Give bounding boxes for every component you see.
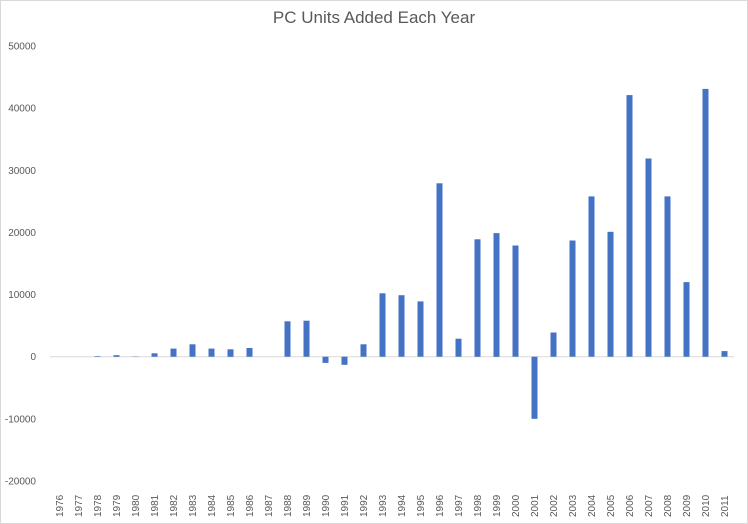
bar-1981 — [151, 353, 158, 357]
y-axis: 50000 40000 30000 20000 10000 0 -10000 -20000 — [5, 42, 37, 488]
y-tick-label: 40000 — [8, 104, 36, 115]
bar-2003 — [569, 240, 576, 357]
x-tick-label: 1987 — [264, 494, 275, 517]
x-tick-label: 1982 — [169, 494, 180, 517]
x-tick-label: 1980 — [131, 494, 142, 517]
bar-1992 — [360, 344, 367, 357]
x-tick-label: 2009 — [682, 494, 693, 517]
x-tick-label: 1983 — [188, 494, 199, 517]
bar-1982 — [170, 348, 177, 357]
x-tick-label: 1984 — [207, 494, 218, 517]
x-tick-label: 1990 — [321, 494, 332, 517]
x-tick-label: 2000 — [511, 494, 522, 517]
y-tick-label: 30000 — [8, 166, 36, 177]
x-tick-label: 2004 — [587, 494, 598, 517]
x-tick-label: 1997 — [454, 494, 465, 517]
y-tick-label: 20000 — [8, 228, 36, 239]
bar-1986 — [246, 348, 253, 357]
bar-1998 — [474, 239, 481, 357]
x-tick-label: 2002 — [549, 494, 560, 517]
bar-2001 — [531, 356, 538, 419]
x-tick-label: 2005 — [606, 494, 617, 517]
bar-1989 — [303, 320, 310, 357]
bar-1990 — [322, 356, 329, 363]
bar-2002 — [550, 332, 557, 357]
bar-1984 — [208, 348, 215, 357]
bar-2009 — [683, 282, 690, 357]
x-tick-label: 2007 — [644, 494, 655, 517]
x-tick-label: 2010 — [701, 494, 712, 517]
bar-1996 — [436, 183, 443, 357]
x-tick-label: 1991 — [340, 494, 351, 517]
x-tick-label: 2003 — [568, 494, 579, 517]
x-tick-label: 1976 — [55, 494, 66, 517]
bar-1994 — [398, 295, 405, 357]
bar-1979 — [113, 355, 120, 357]
bar-1978 — [94, 356, 101, 357]
x-tick-label: 1977 — [74, 494, 85, 517]
x-tick-label: 1998 — [473, 494, 484, 517]
x-tick-label: 1993 — [378, 494, 389, 517]
x-tick-label: 2006 — [625, 494, 636, 517]
bar-1983 — [189, 344, 196, 357]
x-tick-label: 1981 — [150, 494, 161, 517]
bar-1991 — [341, 356, 348, 365]
x-tick-label: 1999 — [492, 494, 503, 517]
x-tick-label: 2011 — [720, 495, 731, 517]
bar-1993 — [379, 293, 386, 357]
x-tick-label: 1986 — [245, 494, 256, 517]
bar-1997 — [455, 338, 462, 357]
bar-2006 — [626, 95, 633, 357]
bar-1988 — [284, 321, 291, 357]
x-tick-label: 1995 — [416, 494, 427, 517]
x-tick-label: 1979 — [112, 494, 123, 517]
x-tick-label: 1988 — [283, 494, 294, 517]
x-tick-label: 2008 — [663, 494, 674, 517]
x-tick-label: 1985 — [226, 494, 237, 517]
y-tick-label: -10000 — [5, 414, 37, 425]
x-tick-label: 1996 — [435, 494, 446, 517]
y-tick-label: -20000 — [5, 477, 37, 488]
x-tick-label: 1978 — [93, 494, 104, 517]
bar-1985 — [227, 349, 234, 357]
x-tick-label: 1992 — [359, 494, 370, 517]
bar-1999 — [493, 233, 500, 357]
bars — [94, 88, 728, 419]
x-tick-label: 1989 — [302, 494, 313, 517]
bar-2005 — [607, 231, 614, 357]
bar-2008 — [664, 196, 671, 357]
x-axis: 1976 1977 1978 1979 1980 1981 1982 1983 1984 1985… — [55, 494, 731, 517]
y-tick-label: 10000 — [8, 290, 36, 301]
y-tick-label: 0 — [30, 352, 36, 363]
x-tick-label: 2001 — [530, 494, 541, 517]
chart-title: PC Units Added Each Year — [272, 8, 476, 27]
bar-2004 — [588, 196, 595, 357]
bar-2007 — [645, 158, 652, 357]
bar-1995 — [417, 301, 424, 357]
bar-2000 — [512, 245, 519, 357]
y-tick-label: 50000 — [8, 42, 36, 53]
bar-2010 — [702, 88, 709, 357]
x-tick-label: 1994 — [397, 494, 408, 517]
bar-2011 — [721, 351, 728, 357]
